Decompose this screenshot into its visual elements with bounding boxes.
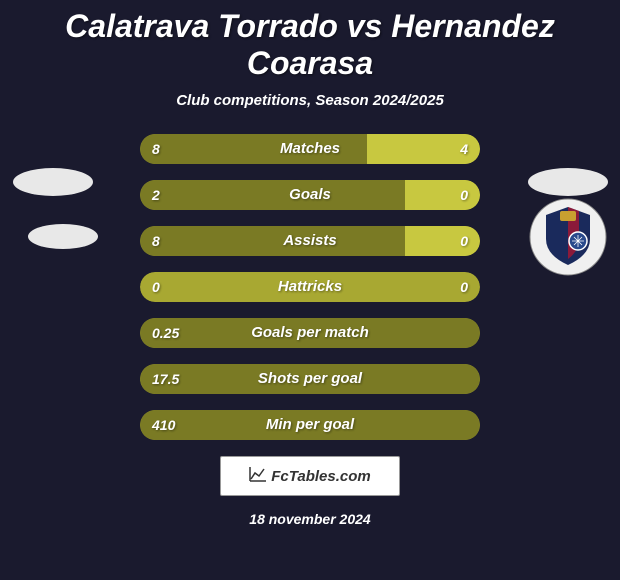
stat-label: Goals per match xyxy=(140,318,480,348)
placeholder-ellipse-icon xyxy=(28,224,98,249)
team-left-logo-2 xyxy=(20,194,105,279)
comparison-bars: 8Matches42Goals08Assists00Hattricks00.25… xyxy=(140,134,480,440)
placeholder-ellipse-icon xyxy=(528,168,608,196)
subtitle: Club competitions, Season 2024/2025 xyxy=(0,92,620,109)
stat-label: Matches xyxy=(140,134,480,164)
stat-value-right: 4 xyxy=(460,134,468,164)
stat-row: 8Assists0 xyxy=(140,226,480,256)
stat-value-right: 0 xyxy=(460,272,468,302)
stat-label: Shots per goal xyxy=(140,364,480,394)
stat-row: 0.25Goals per match xyxy=(140,318,480,348)
stat-label: Goals xyxy=(140,180,480,210)
stat-label: Assists xyxy=(140,226,480,256)
stat-row: 8Matches4 xyxy=(140,134,480,164)
brand-label: FcTables.com xyxy=(271,468,370,485)
infographic-container: Calatrava Torrado vs Hernandez Coarasa C… xyxy=(0,0,620,580)
stat-label: Min per goal xyxy=(140,410,480,440)
stat-row: 17.5Shots per goal xyxy=(140,364,480,394)
stats-area: 8Matches42Goals08Assists00Hattricks00.25… xyxy=(0,134,620,440)
team-right-logo-2 xyxy=(525,194,610,279)
stat-row: 0Hattricks0 xyxy=(140,272,480,302)
date-label: 18 november 2024 xyxy=(0,511,620,527)
stat-row: 2Goals0 xyxy=(140,180,480,210)
placeholder-ellipse-icon xyxy=(13,168,93,196)
chart-icon xyxy=(249,466,267,486)
brand-logo: FcTables.com xyxy=(220,456,400,496)
sd-huesca-shield-icon xyxy=(528,197,608,277)
stat-row: 410Min per goal xyxy=(140,410,480,440)
stat-value-right: 0 xyxy=(460,180,468,210)
stat-value-right: 0 xyxy=(460,226,468,256)
page-title: Calatrava Torrado vs Hernandez Coarasa xyxy=(0,0,620,82)
stat-label: Hattricks xyxy=(140,272,480,302)
